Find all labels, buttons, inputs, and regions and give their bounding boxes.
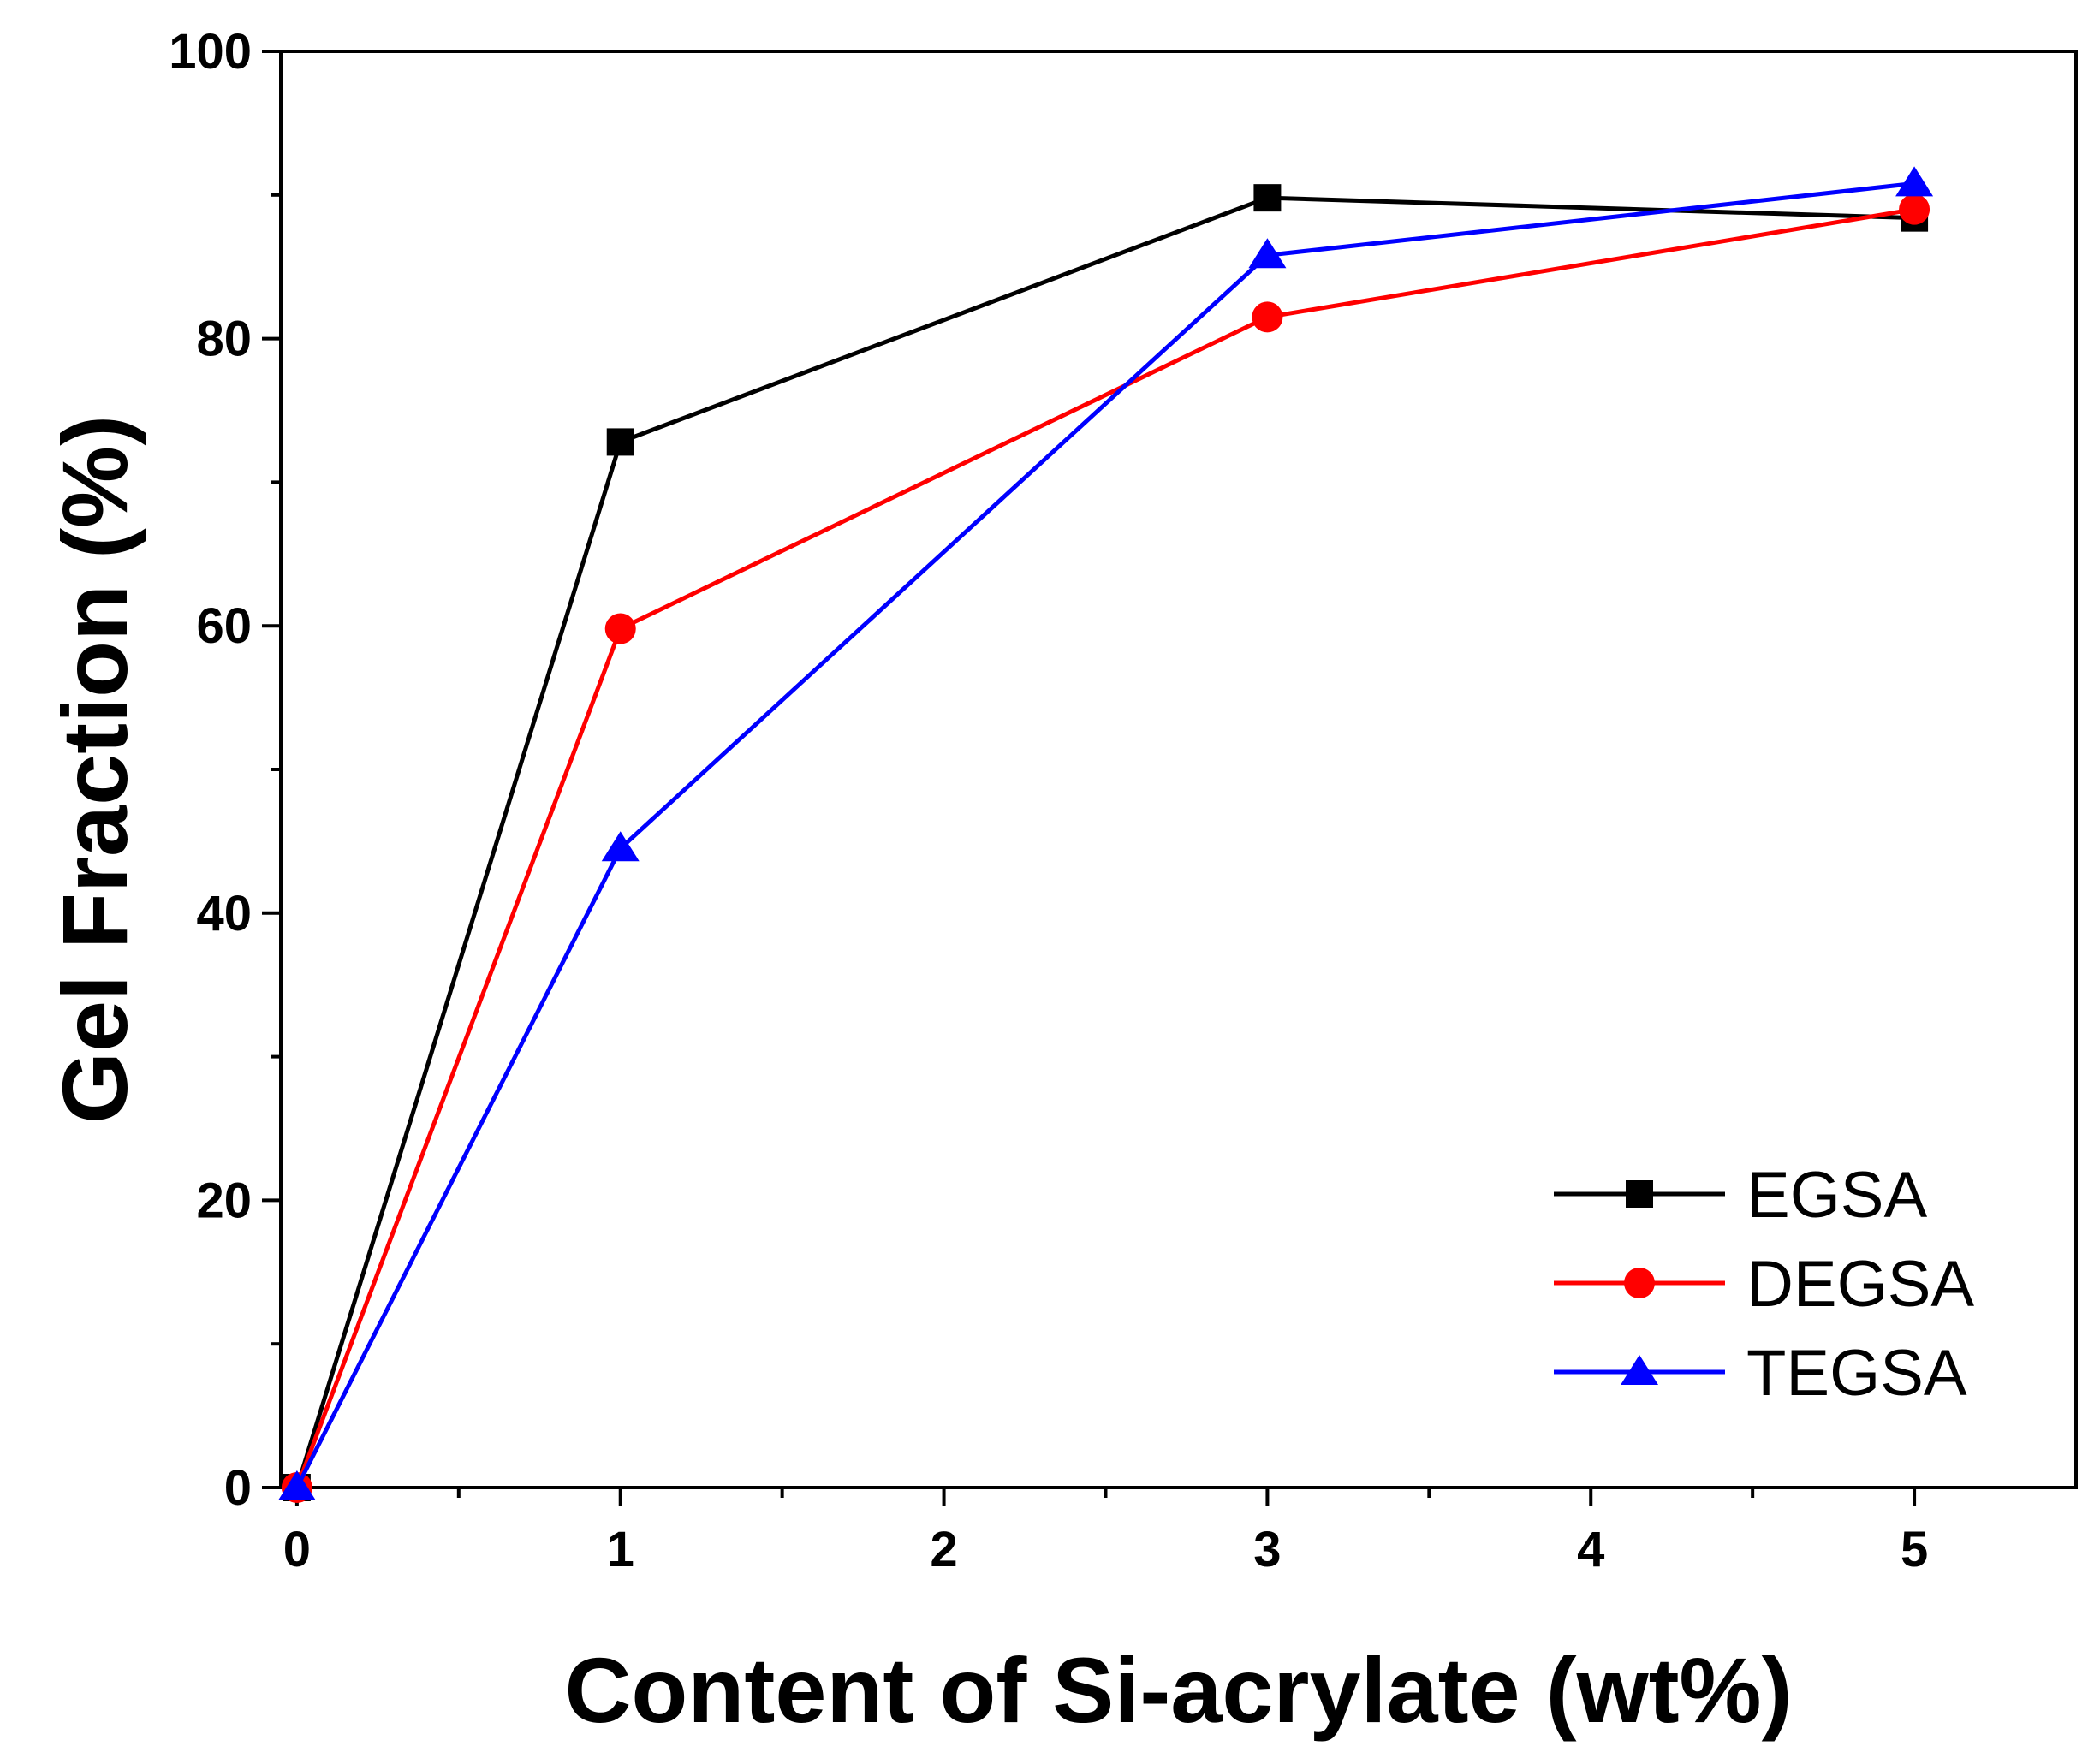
legend-item-tegsa: TEGSA bbox=[1554, 1337, 1967, 1410]
y-tick-label: 100 bbox=[169, 24, 252, 80]
legend-label-egsa: EGSA bbox=[1746, 1159, 1927, 1232]
legend-item-degsa: DEGSA bbox=[1554, 1248, 1974, 1321]
degsa-point bbox=[1899, 193, 1930, 225]
y-tick-label: 60 bbox=[196, 598, 252, 654]
degsa-line bbox=[294, 207, 1915, 1488]
y-tick-label: 40 bbox=[196, 886, 252, 941]
x-tick-label: 4 bbox=[1577, 1522, 1604, 1577]
y-tick-label: 80 bbox=[196, 312, 252, 367]
y-axis-title: Gel Fraction (%) bbox=[43, 415, 146, 1124]
tegsa-point bbox=[1248, 238, 1287, 269]
legend-label-tegsa: TEGSA bbox=[1746, 1337, 1967, 1410]
series-tegsa bbox=[277, 166, 1934, 1500]
legend-marker-egsa bbox=[1626, 1180, 1653, 1208]
series-degsa bbox=[281, 193, 1930, 1503]
tegsa-line bbox=[294, 181, 1915, 1489]
data-series bbox=[277, 166, 1934, 1503]
x-axis-title: Content of Si-acrylate (wt%) bbox=[564, 1638, 1792, 1742]
x-tick-label: 0 bbox=[283, 1522, 311, 1577]
egsa-point bbox=[1253, 184, 1282, 212]
legend-item-egsa: EGSA bbox=[1554, 1159, 1927, 1232]
tegsa-point bbox=[601, 831, 640, 862]
x-axis-ticks: 0 1 2 3 4 5 bbox=[283, 1488, 1928, 1577]
y-axis-ticks: 0 20 40 60 80 100 bbox=[169, 24, 281, 1516]
legend-label-degsa: DEGSA bbox=[1746, 1248, 1974, 1321]
legend-marker-tegsa bbox=[1621, 1355, 1658, 1385]
y-tick-label: 20 bbox=[196, 1173, 252, 1228]
y-tick-label: 0 bbox=[224, 1460, 252, 1516]
series-egsa bbox=[283, 184, 1929, 1501]
egsa-point bbox=[606, 428, 634, 456]
tegsa-point bbox=[1895, 166, 1934, 197]
x-tick-label: 5 bbox=[1901, 1522, 1928, 1577]
degsa-point bbox=[604, 613, 636, 644]
egsa-line bbox=[294, 195, 1915, 1488]
x-tick-label: 3 bbox=[1253, 1522, 1281, 1577]
x-tick-label: 1 bbox=[607, 1522, 634, 1577]
degsa-point bbox=[1252, 301, 1283, 333]
tegsa-point bbox=[277, 1470, 316, 1500]
x-tick-label: 2 bbox=[930, 1522, 957, 1577]
legend-marker-degsa bbox=[1624, 1268, 1655, 1298]
legend: EGSA DEGSA TEGSA bbox=[1554, 1159, 1974, 1410]
